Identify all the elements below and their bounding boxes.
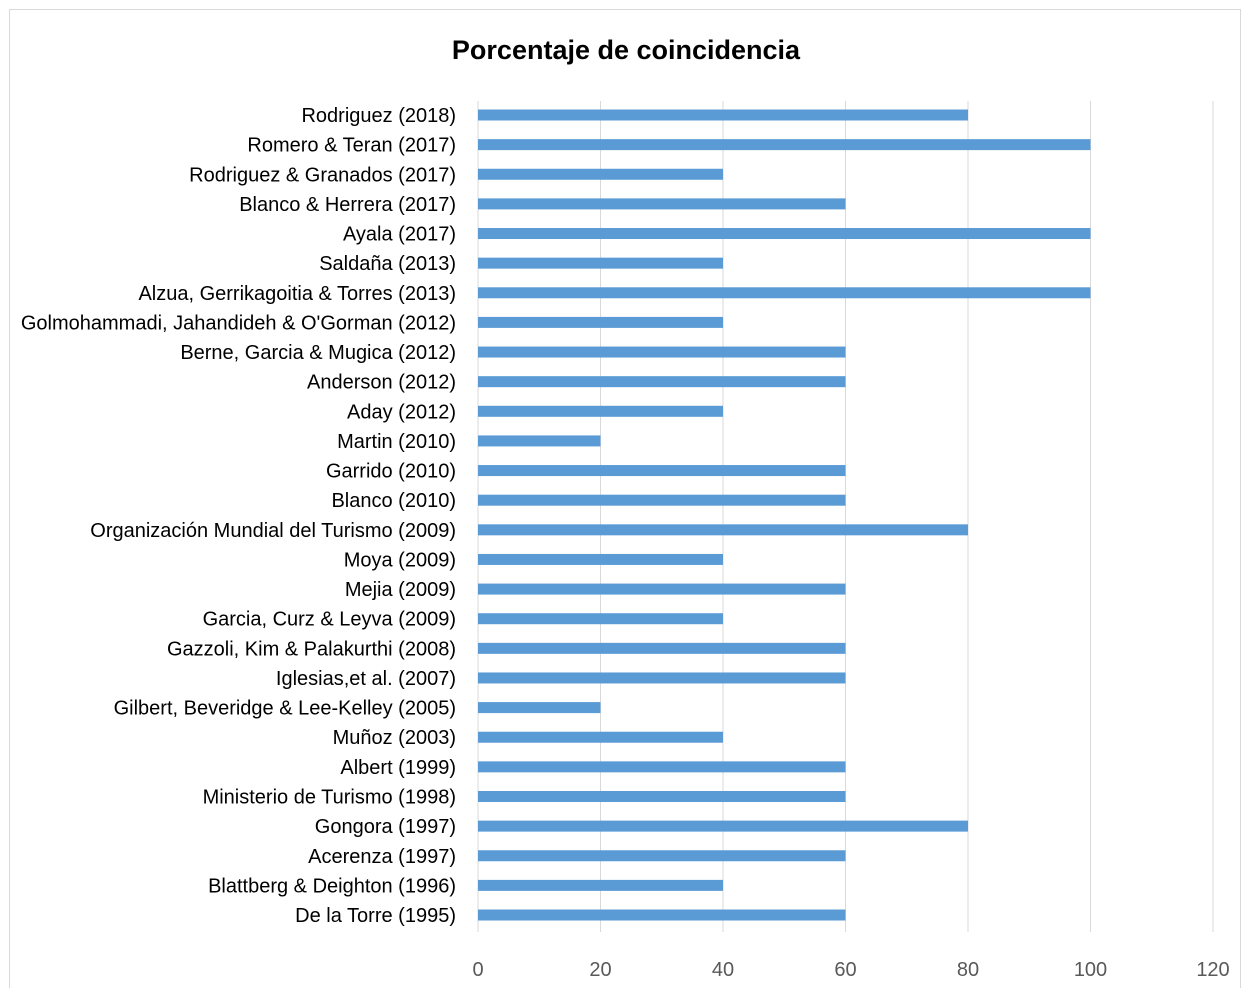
chart-title: Porcentaje de coincidencia — [452, 35, 801, 65]
category-label: Ministerio de Turismo (1998) — [203, 786, 456, 808]
category-label: Blanco (2010) — [331, 490, 456, 512]
category-label: Albert (1999) — [340, 757, 456, 779]
bar — [478, 909, 846, 921]
category-label: Alzua, Gerrikagoitia & Torres (2013) — [138, 283, 456, 305]
category-label: Gilbert, Beveridge & Lee-Kelley (2005) — [114, 698, 456, 720]
bar — [478, 198, 846, 210]
category-label: Saldaña (2013) — [319, 253, 456, 275]
bar — [478, 524, 968, 536]
category-label: Rodriguez & Granados (2017) — [189, 164, 456, 186]
category-label: Gazzoli, Kim & Palakurthi (2008) — [167, 638, 456, 660]
bar — [478, 613, 723, 625]
gridlines — [477, 101, 1214, 932]
bar-chart: Porcentaje de coincidencia Rodriguez (20… — [21, 35, 1230, 981]
bar — [478, 109, 968, 121]
bar — [478, 553, 723, 565]
x-tick-label: 60 — [834, 959, 856, 981]
bar — [478, 672, 846, 684]
bar — [478, 376, 846, 388]
category-label: Rodriguez (2018) — [301, 105, 456, 127]
bar — [478, 287, 1091, 299]
category-label: Gongora (1997) — [315, 816, 456, 838]
bar — [478, 316, 723, 328]
bars — [478, 109, 1091, 921]
bar — [478, 702, 601, 714]
bar — [478, 583, 846, 595]
category-label: Romero & Teran (2017) — [247, 135, 456, 157]
category-label: Golmohammadi, Jahandideh & O'Gorman (201… — [21, 312, 456, 334]
bar — [478, 435, 601, 447]
category-label: Anderson (2012) — [307, 372, 456, 394]
category-label: De la Torre (1995) — [295, 905, 456, 927]
x-tick-label: 20 — [589, 959, 611, 981]
category-label: Moya (2009) — [344, 549, 456, 571]
bar — [478, 731, 723, 743]
category-label: Garrido (2010) — [326, 461, 456, 483]
category-label: Mejia (2009) — [345, 579, 456, 601]
category-label: Muñoz (2003) — [333, 727, 456, 749]
category-label: Berne, Garcia & Mugica (2012) — [180, 342, 456, 364]
bar — [478, 642, 846, 654]
bar — [478, 465, 846, 477]
bar — [478, 257, 723, 269]
category-label: Aday (2012) — [347, 401, 456, 423]
bar — [478, 168, 723, 180]
category-label: Organización Mundial del Turismo (2009) — [90, 520, 456, 542]
x-tick-label: 0 — [472, 959, 483, 981]
bar — [478, 494, 846, 506]
category-label: Garcia, Curz & Leyva (2009) — [203, 609, 456, 631]
bar — [478, 228, 1091, 240]
bar — [478, 405, 723, 417]
bar — [478, 790, 846, 802]
bar — [478, 820, 968, 832]
bar — [478, 346, 846, 358]
bar — [478, 761, 846, 773]
category-labels: Rodriguez (2018) Romero & Teran (2017) Rod… — [21, 105, 456, 927]
chart-area: Porcentaje de coincidencia Rodriguez (20… — [9, 9, 1241, 988]
bar — [478, 139, 1091, 151]
category-label: Ayala (2017) — [343, 224, 456, 246]
x-axis-ticks: 0 20 40 60 80 100 120 — [472, 959, 1229, 981]
category-label: Acerenza (1997) — [308, 846, 456, 868]
x-tick-label: 120 — [1196, 959, 1229, 981]
x-tick-label: 100 — [1074, 959, 1107, 981]
bar — [478, 879, 723, 891]
category-label: Blanco & Herrera (2017) — [239, 194, 456, 216]
x-tick-label: 80 — [957, 959, 979, 981]
category-label: Blattberg & Deighton (1996) — [208, 875, 456, 897]
bar — [478, 850, 846, 862]
category-label: Martin (2010) — [337, 431, 456, 453]
x-tick-label: 40 — [712, 959, 734, 981]
category-label: Iglesias,et al. (2007) — [276, 668, 456, 690]
